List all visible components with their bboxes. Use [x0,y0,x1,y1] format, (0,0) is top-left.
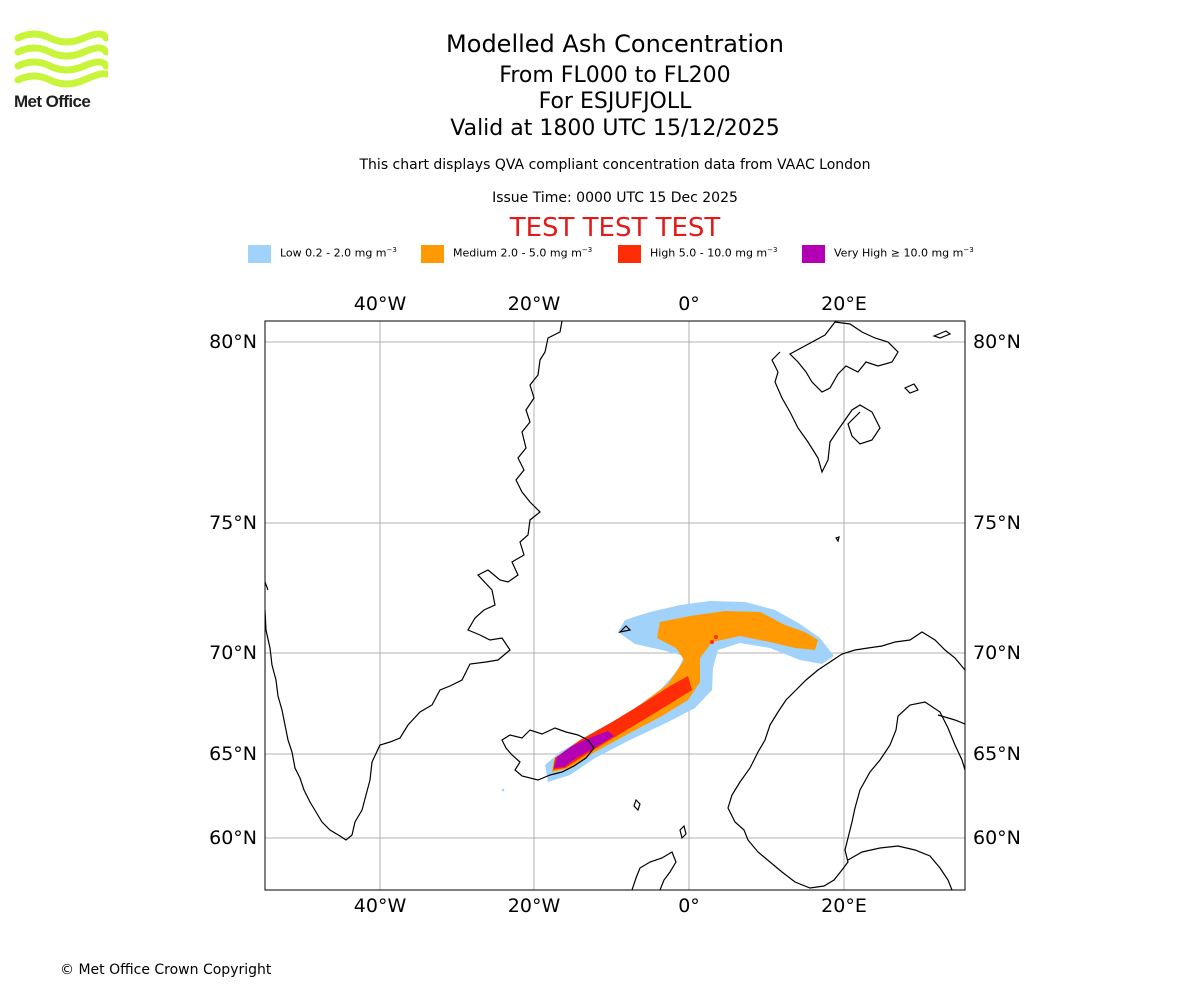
lon-label-top: 20°W [508,293,561,315]
volcano-name: For ESJUFJOLL [538,89,692,114]
level-range: From FL000 to FL200 [499,63,731,88]
description: This chart displays QVA compliant concen… [359,157,871,173]
lat-label-right: 70°N [973,642,1021,664]
legend-label-low: Low 0.2 - 2.0 mg m−3 [280,246,397,260]
legend-swatch-high [618,245,641,263]
legend-swatch-very-high [802,245,825,263]
legend-swatch-medium [421,245,444,263]
lat-label-right: 75°N [973,512,1021,534]
lon-label-bottom: 0° [678,895,700,917]
valid-time: Valid at 1800 UTC 15/12/2025 [450,116,780,141]
faroe-islands-coastline [633,798,641,812]
scotland-coastline [631,851,677,890]
lon-label-top: 40°W [354,293,407,315]
scandinavia-coastline [727,631,965,889]
lon-label-top: 20°E [821,293,867,315]
coastlines [265,321,965,890]
lat-label-left: 80°N [209,331,257,353]
test-banner: TEST TEST TEST [509,213,721,243]
legend-label-high: High 5.0 - 10.0 mg m−3 [650,246,778,260]
lat-label-right: 80°N [973,331,1021,353]
iceland-coastline [501,727,595,781]
shetland-coastline [679,824,687,840]
legend-label-very-high: Very High ≥ 10.0 mg m−3 [834,246,974,260]
lon-label-top: 0° [678,293,700,315]
legend-label-medium: Medium 2.0 - 5.0 mg m−3 [453,246,593,260]
issue-time: Issue Time: 0000 UTC 15 Dec 2025 [492,190,738,206]
lat-label-right: 60°N [973,827,1021,849]
lat-label-left: 70°N [209,642,257,664]
ash-very-high-region [554,731,614,768]
lat-label-left: 75°N [209,512,257,534]
lat-label-left: 65°N [209,743,257,765]
copyright-notice: © Met Office Crown Copyright [60,962,272,978]
met-office-logo-icon [14,30,108,88]
ash-plume [501,601,834,792]
brand-name: Met Office [14,92,91,111]
greenland-coastline [265,321,563,841]
lat-label-left: 60°N [209,827,257,849]
lat-label-right: 65°N [973,743,1021,765]
svalbard-coastline [771,321,899,474]
gridlines [265,321,965,890]
legend-swatch-low [248,245,271,263]
lon-label-bottom: 20°E [821,895,867,917]
lon-label-bottom: 40°W [354,895,407,917]
lon-label-bottom: 20°W [508,895,561,917]
chart-title: Modelled Ash Concentration [446,30,784,58]
map-frame [264,320,966,891]
